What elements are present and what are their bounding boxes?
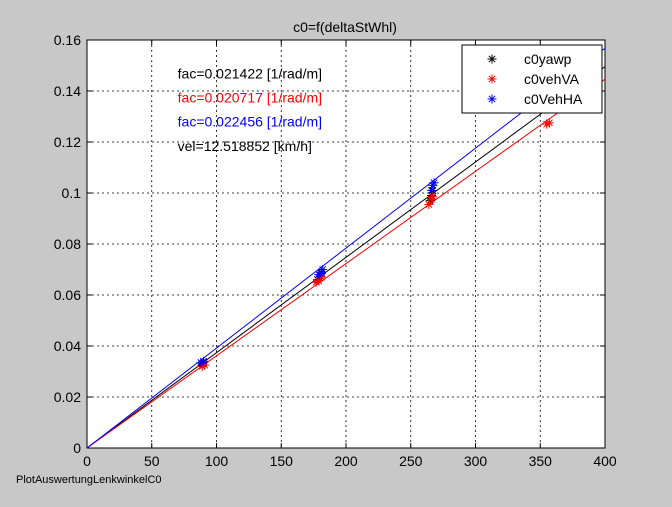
x-tick-label: 400 bbox=[593, 453, 617, 469]
legend: c0yawp c0vehVA c0VehHA bbox=[461, 44, 603, 114]
y-tick-label: 0.12 bbox=[54, 134, 81, 150]
data-point bbox=[426, 185, 436, 195]
legend-marker bbox=[487, 54, 497, 64]
axis-ticks: 0 50 100 150 200 250 300 350 400 0 0.02 0.04 0.06 0.0… bbox=[54, 32, 617, 469]
fit-line bbox=[86, 78, 606, 449]
x-tick-label: 200 bbox=[334, 453, 358, 469]
x-tick-label: 250 bbox=[399, 453, 423, 469]
legend-label: c0yawp bbox=[524, 51, 572, 67]
y-tick-label: 0.02 bbox=[54, 389, 81, 405]
legend-label: c0VehHA bbox=[524, 91, 583, 107]
y-tick-label: 0 bbox=[73, 440, 81, 456]
fit-line bbox=[86, 66, 606, 449]
y-tick-label: 0.06 bbox=[54, 287, 81, 303]
data-point bbox=[318, 265, 328, 274]
data-point bbox=[544, 118, 554, 128]
annotation-text: fac=0.021422 [1/rad/m] bbox=[178, 65, 322, 81]
legend-box bbox=[461, 44, 603, 114]
fit-lines bbox=[86, 47, 606, 449]
data-point bbox=[196, 358, 206, 368]
data-point bbox=[199, 356, 209, 366]
legend-label: c0vehVA bbox=[524, 71, 580, 87]
fit-line bbox=[86, 47, 606, 449]
chart-title: c0=f(deltaStWhl) bbox=[293, 19, 397, 35]
annotation-text: vel=12.518852 [km/h] bbox=[178, 138, 312, 154]
y-tick-label: 0.16 bbox=[54, 32, 81, 48]
data-point bbox=[428, 180, 438, 190]
x-tick-label: 300 bbox=[464, 453, 488, 469]
y-tick-label: 0.08 bbox=[54, 236, 81, 252]
y-tick-label: 0.14 bbox=[54, 83, 81, 99]
x-tick-label: 350 bbox=[529, 453, 553, 469]
x-tick-label: 100 bbox=[205, 453, 229, 469]
x-tick-label: 150 bbox=[270, 453, 294, 469]
footer-label: PlotAuswertungLenkwinkelC0 bbox=[16, 474, 162, 486]
legend-marker bbox=[487, 74, 497, 84]
x-tick-label: 50 bbox=[144, 453, 160, 469]
annotations: fac=0.021422 [1/rad/m] fac=0.020717 [1/ra… bbox=[178, 65, 322, 154]
x-tick-label: 0 bbox=[83, 453, 91, 469]
data-points bbox=[196, 118, 554, 371]
legend-marker bbox=[487, 94, 497, 104]
annotation-text: fac=0.020717 [1/rad/m] bbox=[178, 89, 322, 105]
data-point bbox=[429, 178, 439, 188]
y-tick-label: 0.1 bbox=[62, 185, 82, 201]
data-point bbox=[542, 119, 552, 129]
y-tick-label: 0.04 bbox=[54, 338, 81, 354]
annotation-text: fac=0.022456 [1/rad/m] bbox=[178, 114, 322, 130]
data-point bbox=[428, 192, 438, 202]
